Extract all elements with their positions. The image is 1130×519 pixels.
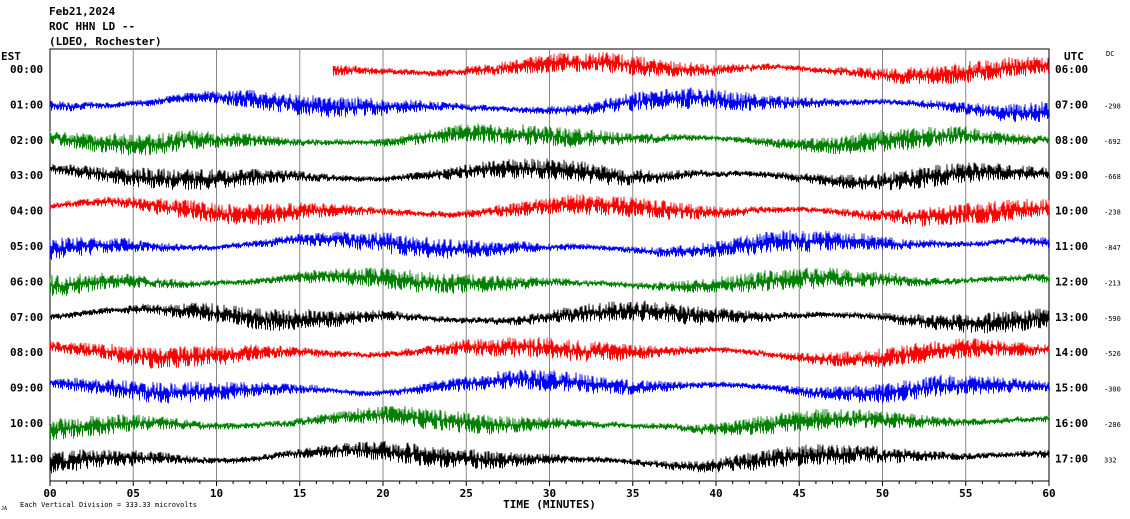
corner-mark: JA	[1, 506, 7, 512]
row-label-est: 05:00	[10, 240, 43, 253]
row-label-est: 04:00	[10, 205, 43, 218]
chart-network: (LDEO, Rochester)	[49, 35, 162, 48]
x-tick-label: 60	[1042, 487, 1055, 500]
row-dc-value: -590	[1104, 315, 1121, 323]
trace-0700	[49, 300, 1050, 334]
row-label-utc: 06:00	[1055, 63, 1088, 76]
row-label-est: 11:00	[10, 452, 43, 465]
right-axis-label: UTC	[1064, 50, 1084, 63]
x-tick-label: 30	[543, 487, 556, 500]
row-label-est: 10:00	[10, 417, 43, 430]
x-tick-label: 00	[43, 487, 56, 500]
row-label-est: 01:00	[10, 98, 43, 111]
trace-0800	[49, 336, 1050, 369]
row-label-utc: 10:00	[1055, 205, 1088, 218]
x-tick-label: 25	[460, 487, 473, 500]
dc-label: DC	[1106, 50, 1114, 58]
footer-note: Each Vertical Division = 333.33 microvol…	[20, 501, 197, 509]
row-label-utc: 11:00	[1055, 240, 1088, 253]
trace-0000	[332, 52, 1049, 85]
row-label-est: 07:00	[10, 311, 43, 324]
trace-0500	[49, 230, 1050, 261]
trace-0300	[49, 158, 1050, 191]
row-dc-value: -692	[1104, 138, 1121, 146]
trace-0400	[49, 194, 1050, 227]
x-tick-label: 35	[626, 487, 639, 500]
row-label-utc: 08:00	[1055, 134, 1088, 147]
row-dc-value: -213	[1104, 279, 1121, 287]
chart-station: ROC HHN LD --	[49, 20, 136, 33]
trace-0900	[49, 369, 1050, 404]
trace-0200	[49, 123, 1050, 156]
row-label-est: 00:00	[10, 63, 43, 76]
x-tick-label: 45	[793, 487, 806, 500]
row-label-est: 02:00	[10, 134, 43, 147]
x-tick-label: 20	[376, 487, 389, 500]
row-dc-value: 332	[1104, 456, 1117, 464]
row-dc-value: -668	[1104, 173, 1121, 181]
trace-1000	[49, 405, 1050, 440]
x-tick-label: 55	[959, 487, 972, 500]
row-dc-value: -298	[1104, 102, 1121, 110]
row-label-utc: 07:00	[1055, 98, 1088, 111]
row-label-est: 06:00	[10, 275, 43, 288]
x-tick-label: 50	[876, 487, 889, 500]
row-label-est: 08:00	[10, 346, 43, 359]
row-dc-value: -238	[1104, 209, 1121, 217]
x-axis-title: TIME (MINUTES)	[503, 498, 596, 511]
row-label-utc: 12:00	[1055, 275, 1088, 288]
row-label-utc: 09:00	[1055, 169, 1088, 182]
x-tick-label: 40	[709, 487, 722, 500]
row-dc-value: -847	[1104, 244, 1121, 252]
x-tick-label: 15	[293, 487, 306, 500]
row-label-utc: 16:00	[1055, 417, 1088, 430]
row-label-utc: 17:00	[1055, 452, 1088, 465]
row-dc-value: -286	[1104, 421, 1121, 429]
x-tick-label: 05	[127, 487, 140, 500]
trace-0600	[49, 267, 1050, 296]
x-tick-label: 10	[210, 487, 223, 500]
chart-date: Feb21,2024	[49, 5, 116, 18]
row-label-utc: 13:00	[1055, 311, 1088, 324]
trace-1100	[49, 440, 1050, 474]
row-dc-value: -300	[1104, 386, 1121, 394]
row-label-utc: 15:00	[1055, 382, 1088, 395]
row-label-est: 09:00	[10, 382, 43, 395]
row-label-utc: 14:00	[1055, 346, 1088, 359]
left-axis-label: EST	[1, 50, 21, 63]
row-dc-value: -526	[1104, 350, 1121, 358]
row-label-est: 03:00	[10, 169, 43, 182]
trace-0100	[49, 87, 1050, 123]
